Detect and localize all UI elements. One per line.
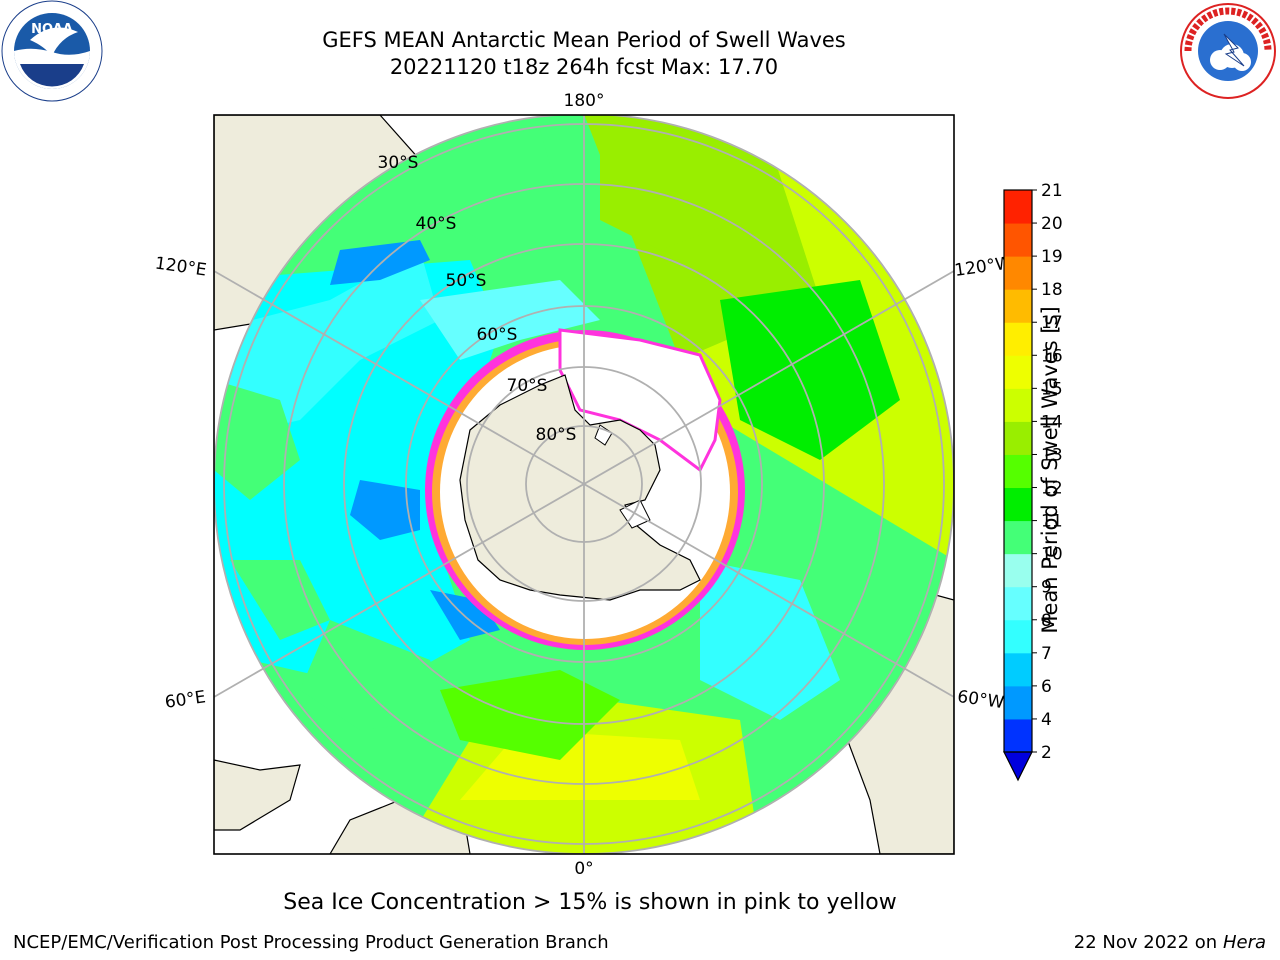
- colorbar-segment: [1004, 685, 1032, 720]
- host-name: Hera: [1222, 932, 1266, 953]
- colorbar: 2 4 6 7 8 9 10 11 12 13 14 15 16 17 18 19 20 21: [1003, 181, 1063, 782]
- label-40s: 40°S: [416, 214, 457, 234]
- label-60e: 60°E: [164, 687, 207, 712]
- colorbar-frame: [1003, 189, 1033, 753]
- colorbar-segment: [1004, 619, 1032, 654]
- colorbar-tick-label: 18: [1041, 280, 1063, 300]
- colorbar-tick-label: 20: [1041, 214, 1063, 234]
- label-120e: 120°E: [154, 254, 208, 281]
- colorbar-segment: [1004, 289, 1032, 323]
- label-60s: 60°S: [477, 325, 518, 345]
- colorbar-tick-label: 4: [1041, 710, 1052, 730]
- producer-credit: NCEP/EMC/Verification Post Processing Pr…: [13, 932, 609, 953]
- nws-logo: [1180, 3, 1276, 99]
- generation-date: 22 Nov 2022 on Hera: [1074, 932, 1266, 953]
- map-title-line-2: 20221120 t18z 264h fcst Max: 17.70: [389, 55, 779, 79]
- label-80s: 80°S: [536, 425, 577, 445]
- colorbar-segment: [1004, 652, 1032, 687]
- colorbar-tick-label: 8: [1041, 611, 1052, 631]
- colorbar-segment: [1004, 256, 1032, 290]
- sea-ice-footnote: Sea Ice Concentration > 15% is shown in …: [283, 890, 897, 915]
- colorbar-segment: [1004, 454, 1032, 489]
- colorbar-label: Mean Period of Swell Waves [s]: [1038, 306, 1062, 634]
- colorbar-segment: [1004, 718, 1032, 753]
- colorbar-segment: [1004, 553, 1032, 588]
- map-frame: [213, 114, 955, 855]
- colorbar-segment: [1004, 190, 1032, 224]
- colorbar-segment: [1004, 388, 1032, 422]
- colorbar-tick-label: 12: [1041, 479, 1063, 499]
- label-180: 180°: [564, 91, 605, 111]
- label-70s: 70°S: [507, 376, 548, 396]
- noaa-logo: NOAA: [1, 0, 103, 102]
- svg-text:NOAA: NOAA: [31, 22, 73, 37]
- colorbar-tick-label: 9: [1041, 578, 1052, 598]
- colorbar-segment: [1004, 322, 1032, 356]
- colorbar-tick-label: 7: [1041, 644, 1052, 664]
- colorbar-segment: [1004, 586, 1032, 621]
- colorbar-tick-label: 16: [1041, 346, 1063, 366]
- colorbar-tick-label: 14: [1041, 412, 1063, 432]
- colorbar-tick-label: 6: [1041, 677, 1052, 697]
- label-30s: 30°S: [378, 153, 419, 173]
- colorbar-tick-label: 15: [1041, 379, 1063, 399]
- graticule: [214, 115, 954, 854]
- label-50s: 50°S: [446, 271, 487, 291]
- colorbar-tick-label: 17: [1041, 313, 1063, 333]
- colorbar-tick-label: 10: [1041, 545, 1063, 565]
- colorbar-tick-label: 13: [1041, 445, 1063, 465]
- colorbar-segment: [1004, 487, 1032, 522]
- antarctica: [459, 374, 701, 601]
- label-0: 0°: [574, 859, 593, 879]
- colorbar-segment: [1004, 223, 1032, 257]
- generation-date-text: 22 Nov 2022 on: [1073, 932, 1218, 953]
- colorbar-tick-label: 2: [1041, 743, 1052, 763]
- colorbar-tick-label: 11: [1041, 512, 1063, 532]
- map-title-line-1: GEFS MEAN Antarctic Mean Period of Swell…: [322, 28, 846, 52]
- colorbar-segment: [1004, 355, 1032, 389]
- colorbar-tick-label: 19: [1041, 247, 1063, 267]
- colorbar-segment: [1004, 421, 1032, 455]
- colorbar-extend-arrow: [1003, 751, 1033, 782]
- colorbar-segment: [1004, 520, 1032, 555]
- colorbar-tick-label: 21: [1041, 181, 1063, 201]
